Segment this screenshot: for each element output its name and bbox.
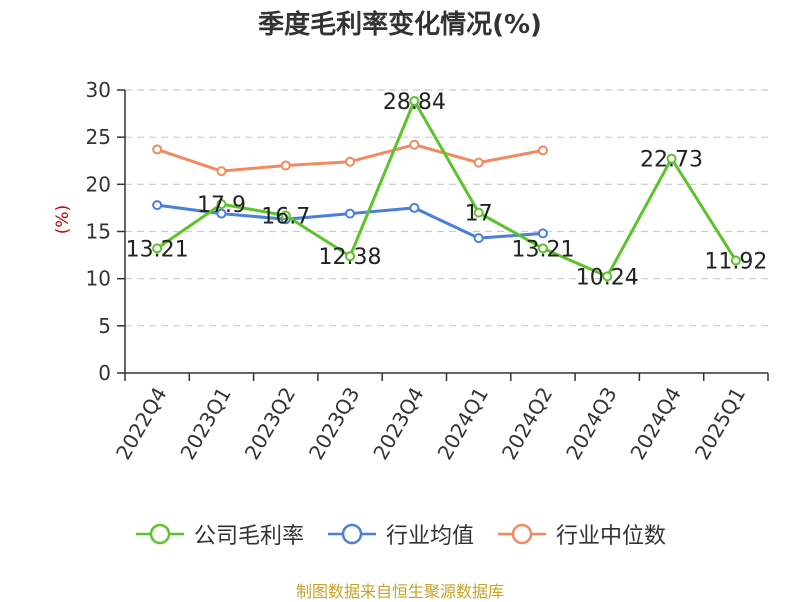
chart-title: 季度毛利率变化情况(%) — [258, 10, 542, 40]
x-tick-label: 2023Q3 — [304, 383, 364, 464]
y-tick-label: 10 — [86, 267, 111, 291]
data-point-0 — [152, 243, 163, 254]
data-label: 13.21 — [126, 237, 189, 262]
x-tick-label: 2025Q1 — [690, 383, 750, 464]
series — [152, 95, 741, 282]
data-point-0 — [666, 153, 677, 164]
y-tick-label: 25 — [86, 125, 111, 149]
legend-item-1[interactable]: 行业均值 — [326, 518, 474, 550]
data-point-2 — [152, 144, 163, 155]
data-label: 22.73 — [640, 148, 703, 173]
x-tick-label: 2024Q4 — [625, 383, 685, 464]
y-axis-label: (%) — [53, 205, 73, 234]
y-tick-label: 5 — [98, 314, 111, 338]
data-label: 10.24 — [576, 265, 639, 290]
data-label: 12.38 — [319, 245, 382, 270]
data-label: 16.7 — [261, 204, 310, 229]
data-label: 28.84 — [383, 90, 446, 115]
x-tick-label: 2023Q1 — [175, 383, 235, 464]
legend-label: 行业均值 — [385, 524, 474, 549]
data-label: 17 — [465, 202, 493, 227]
data-point-1 — [345, 208, 356, 219]
legend-swatch-marker — [511, 523, 533, 545]
data-point-1 — [537, 228, 548, 239]
legend-swatch-marker — [341, 523, 363, 545]
data-point-2 — [216, 166, 227, 177]
legend-swatch-icon — [498, 523, 546, 545]
data-point-0 — [216, 199, 227, 210]
data-point-0 — [280, 210, 291, 221]
source-footer: 制图数据来自恒生聚源数据库 — [295, 582, 504, 601]
legend: 公司毛利率 行业均值 行业中位数 — [0, 518, 800, 550]
x-tick-label: 2023Q4 — [368, 383, 428, 464]
legend-swatch-icon — [327, 523, 376, 545]
legend-swatch-marker — [149, 523, 171, 545]
data-point-0 — [473, 207, 484, 218]
y-tick-label: 20 — [86, 172, 111, 196]
data-point-0 — [730, 255, 741, 266]
data-label: 17.9 — [197, 193, 246, 218]
data-point-2 — [409, 139, 420, 150]
data-label: 13.21 — [511, 237, 574, 262]
x-tick-label: 2024Q3 — [561, 383, 621, 464]
x-tick-label: 2024Q1 — [433, 383, 493, 464]
legend-label: 公司毛利率 — [193, 524, 304, 549]
legend-item-2[interactable]: 行业中位数 — [496, 518, 666, 550]
data-point-1 — [152, 200, 163, 211]
y-tick-label: 15 — [86, 220, 111, 244]
data-point-2 — [537, 145, 548, 156]
data-point-2 — [280, 160, 291, 171]
data-label: 11.92 — [704, 250, 767, 275]
series-line-0 — [156, 99, 738, 278]
data-point-0 — [602, 271, 613, 282]
data-point-0 — [409, 95, 420, 106]
y-tick-label: 30 — [86, 78, 111, 102]
legend-label: 行业中位数 — [556, 524, 667, 549]
x-tick-label: 2023Q2 — [240, 383, 300, 464]
data-point-0 — [537, 243, 548, 254]
x-tick-label: 2022Q4 — [111, 383, 171, 464]
legend-item-0[interactable]: 公司毛利率 — [134, 518, 304, 550]
data-point-1 — [216, 208, 227, 219]
legend-swatch-icon — [135, 523, 184, 545]
data-point-2 — [345, 156, 356, 167]
x-tick-label: 2024Q2 — [497, 383, 557, 464]
data-point-2 — [473, 157, 484, 168]
y-tick-label: 0 — [98, 361, 111, 385]
data-point-1 — [473, 233, 484, 244]
data-point-0 — [345, 251, 356, 262]
data-point-1 — [409, 202, 420, 213]
